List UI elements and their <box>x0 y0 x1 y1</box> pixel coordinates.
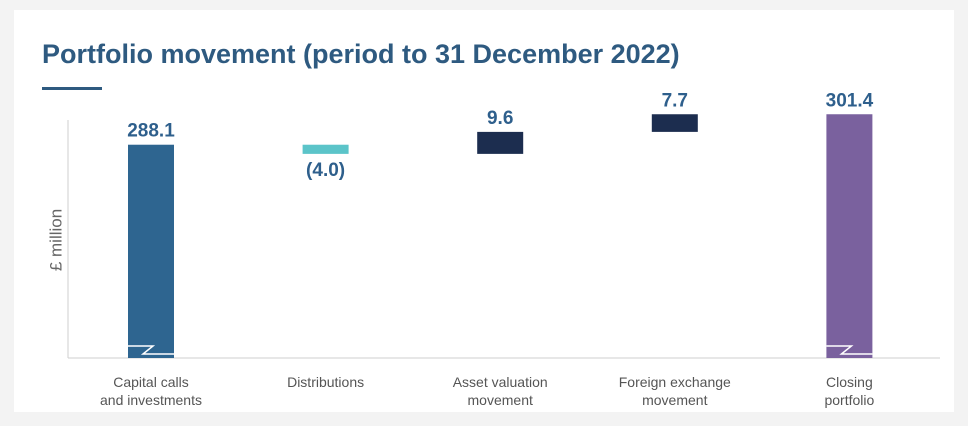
y-axis-label: £ million <box>46 209 65 271</box>
chart-title: Portfolio movement (period to 31 Decembe… <box>42 39 680 69</box>
bar <box>128 144 174 358</box>
x-tick-label-line: portfolio <box>824 392 874 408</box>
bar <box>826 114 873 358</box>
axis-break <box>826 345 873 355</box>
x-tick-label-line: movement <box>642 392 707 408</box>
x-tick-label-line: Closing <box>826 374 873 390</box>
value-label: 7.7 <box>662 90 688 111</box>
x-tick-label-line: Foreign exchange <box>619 374 731 390</box>
value-label: (4.0) <box>306 160 345 181</box>
value-label: 288.1 <box>127 121 175 142</box>
bar <box>302 144 349 154</box>
x-tick-label-line: Capital calls <box>113 374 188 390</box>
x-tick-label: Foreign exchange movement <box>619 374 731 408</box>
x-tick-label-line: Asset valuation <box>453 374 548 390</box>
x-tick-label: Asset valuation movement <box>453 374 548 408</box>
bar <box>651 114 698 132</box>
x-tick-label-line: and investments <box>100 392 202 408</box>
x-tick-label: Closing portfolio <box>824 374 874 408</box>
value-label: 9.6 <box>487 108 513 129</box>
value-label: 301.4 <box>826 90 874 111</box>
title-underline <box>42 87 102 90</box>
x-tick-label-line: Distributions <box>287 374 364 390</box>
bar <box>477 131 524 154</box>
axis-break <box>128 345 174 355</box>
x-tick-label: Distributions <box>287 374 364 390</box>
x-tick-label: Capital calls and investments <box>100 374 202 408</box>
x-tick-label-line: movement <box>468 392 533 408</box>
